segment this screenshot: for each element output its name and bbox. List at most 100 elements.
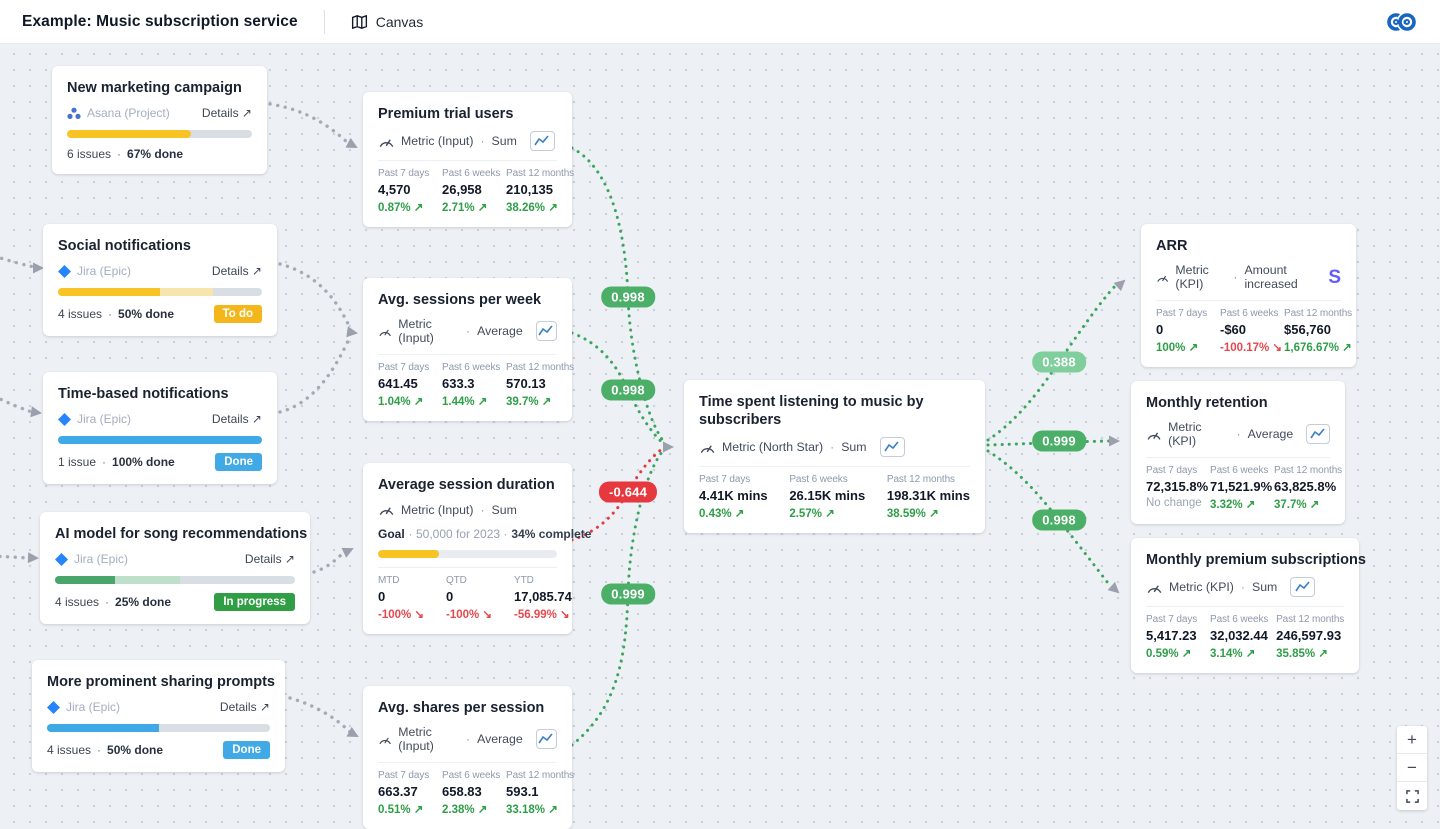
column-label: Past 6 weeks (1210, 465, 1269, 477)
metric-card-avg-shares[interactable]: Avg. shares per session Metric (Input) ·… (363, 686, 574, 829)
column-label: Past 7 days (1156, 308, 1208, 320)
column-change: 0.87% ↗ (378, 202, 424, 215)
column-value: 198.31K mins (886, 488, 970, 504)
metric-aggregation: Sum (491, 502, 517, 517)
chart-icon[interactable] (1290, 577, 1316, 598)
status-badge: In progress (214, 593, 295, 612)
column-label: MTD (378, 575, 400, 587)
column-value: 663.37 (378, 784, 418, 800)
metric-card-monthly-retention[interactable]: Monthly retention Metric (KPI) · Average… (1131, 381, 1345, 525)
divider (699, 466, 970, 468)
edge-label[interactable]: 0.998 (601, 379, 655, 401)
metric-type: Metric (Input) (401, 134, 474, 149)
progress-bar (58, 288, 262, 297)
issues-count: 4 issues (58, 307, 103, 322)
column-value: $56,760 (1284, 322, 1331, 338)
edge-label[interactable]: 0.388 (1032, 351, 1086, 373)
column-label: Past 6 weeks (442, 362, 501, 374)
column-label: Past 6 weeks (1220, 308, 1279, 320)
metric-card-avg-session-duration[interactable]: Average session duration Metric (Input) … (363, 463, 591, 635)
edge-label[interactable]: 0.999 (1032, 430, 1086, 452)
diagram-canvas[interactable]: New marketing campaign Asana (Project) D… (0, 44, 1440, 829)
divider (378, 567, 557, 569)
zoom-out-button[interactable]: − (1397, 754, 1427, 782)
goal-progress-bar (378, 550, 557, 559)
column-change: -56.99% ↘ (514, 609, 570, 622)
column-value: 26,958 (442, 182, 482, 198)
project-card-new-marketing-campaign[interactable]: New marketing campaign Asana (Project) D… (52, 66, 267, 175)
edge-label[interactable]: -0.644 (598, 481, 658, 503)
edge-label[interactable]: 0.999 (601, 583, 655, 605)
stripe-icon: S (1328, 266, 1341, 288)
canvas-tab-label: Canvas (375, 13, 424, 30)
jira-icon (58, 412, 71, 426)
column-label: Past 12 months (1284, 308, 1353, 320)
chart-icon[interactable] (1306, 424, 1330, 445)
metric-card-time-spent-listening[interactable]: Time spent listening to music by subscri… (684, 380, 985, 534)
chart-icon[interactable] (879, 437, 905, 458)
divider (1146, 457, 1330, 459)
column-value: 71,521.9% (1210, 479, 1273, 495)
source-label: Jira (Epic) (74, 552, 129, 567)
metric-title: ARR (1156, 238, 1188, 254)
project-card-social-notifications[interactable]: Social notifications Jira (Epic) Details… (43, 224, 277, 337)
column-change: 2.57% ↗ (789, 508, 835, 521)
fullscreen-button[interactable] (1397, 782, 1427, 810)
column-change: 0.59% ↗ (1146, 648, 1192, 661)
metric-card-premium-trial-users[interactable]: Premium trial users Metric (Input) · Sum… (363, 92, 574, 228)
details-link[interactable]: Details ↗ (211, 412, 262, 427)
metric-card-monthly-premium-subscriptions[interactable]: Monthly premium subscriptions Metric (KP… (1131, 538, 1366, 674)
project-card-ai-model[interactable]: AI model for song recommendations Jira (… (40, 512, 310, 625)
project-card-time-based-notifications[interactable]: Time-based notifications Jira (Epic) Det… (43, 372, 277, 485)
column-label: Past 6 weeks (789, 474, 848, 486)
column-value: 63,825.8% (1274, 479, 1337, 495)
metric-title: Average session duration (378, 477, 555, 493)
chart-icon[interactable] (535, 321, 557, 342)
details-link[interactable]: Details ↗ (244, 552, 295, 567)
chart-icon[interactable] (529, 131, 555, 152)
divider (378, 354, 557, 356)
column-value: 4.41K mins (699, 488, 768, 504)
project-title: Time-based notifications (58, 386, 229, 402)
project-card-sharing-prompts[interactable]: More prominent sharing prompts Jira (Epi… (32, 660, 285, 773)
tab-canvas[interactable]: Canvas (351, 14, 423, 30)
column-label: Past 6 weeks (442, 168, 501, 180)
column-change: No change (1146, 497, 1202, 510)
column-change: 38.59% ↗ (886, 508, 939, 521)
edge-label[interactable]: 0.998 (601, 286, 655, 308)
jira-icon (47, 700, 60, 714)
details-link[interactable]: Details ↗ (211, 264, 262, 279)
details-link[interactable]: Details ↗ (201, 106, 252, 121)
gauge-icon (379, 507, 394, 516)
progress-bar (55, 576, 295, 585)
column-value: 32,032.44 (1210, 628, 1268, 644)
progress-segment (160, 288, 214, 297)
column-change: 39.7% ↗ (506, 396, 552, 409)
column-label: Past 12 months (1276, 614, 1345, 626)
progress-segment (115, 576, 180, 585)
project-title: Social notifications (58, 238, 191, 254)
topbar-divider (323, 9, 325, 34)
details-link[interactable]: Details ↗ (219, 700, 270, 715)
metric-title: Avg. sessions per week (378, 292, 542, 308)
metric-card-arr[interactable]: ARR Metric (KPI) · Amount increased S Pa… (1141, 224, 1356, 368)
column-value: 633.3 (442, 376, 475, 392)
zoom-controls: + − (1397, 726, 1427, 810)
chart-icon[interactable] (535, 729, 557, 750)
column-value: 210,135 (506, 182, 553, 198)
edge-label[interactable]: 0.998 (1032, 509, 1086, 531)
issues-count: 1 issue (58, 455, 97, 470)
separator-dot: · (466, 324, 471, 339)
column-change: 3.14% ↗ (1210, 648, 1256, 661)
edge-arrowheads (27, 137, 1126, 737)
column-label: Past 6 weeks (442, 770, 501, 782)
column-change: 33.18% ↗ (506, 804, 558, 817)
zoom-in-button[interactable]: + (1397, 726, 1427, 754)
column-label: Past 7 days (378, 168, 430, 180)
progress-segment (67, 130, 191, 139)
metric-card-avg-sessions[interactable]: Avg. sessions per week Metric (Input) · … (363, 278, 574, 422)
column-value: 4,570 (378, 182, 411, 198)
app-logo[interactable] (1384, 10, 1418, 34)
column-change: 1.04% ↗ (378, 396, 424, 409)
progress-segment (47, 724, 159, 733)
